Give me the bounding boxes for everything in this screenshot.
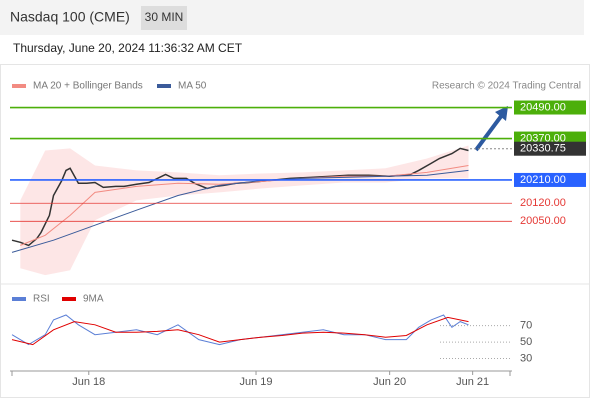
- level-box: [514, 100, 586, 115]
- arrow-head: [495, 106, 508, 121]
- legend-label: MA 20 + Bollinger Bands: [33, 81, 143, 92]
- x-tick-label: Jun 21: [456, 376, 489, 388]
- y-tick-label: 50: [520, 336, 532, 348]
- level-label: 20120.00: [520, 197, 566, 209]
- legend-swatch: [157, 84, 171, 88]
- legend-swatch: [12, 297, 26, 301]
- y-tick-label: 30: [520, 352, 532, 364]
- level-label: 20210.00: [520, 174, 566, 186]
- x-tick-label: Jun 19: [240, 376, 273, 388]
- legend-label: RSI: [33, 294, 50, 305]
- level-label: 20050.00: [520, 215, 566, 227]
- series-line: [11, 169, 469, 253]
- header-bar: [0, 0, 584, 35]
- datetime: Thursday, June 20, 2024 11:36:32 AM CET: [13, 41, 243, 55]
- x-tick-label: Jun 18: [72, 376, 105, 388]
- interval-badge[interactable]: [141, 6, 187, 30]
- interval: 30 MIN: [145, 10, 184, 24]
- legend-label: MA 50: [178, 81, 207, 92]
- level-label: 20490.00: [520, 101, 566, 113]
- legend-label: 9MA: [83, 294, 104, 305]
- y-tick-label: 70: [520, 320, 532, 332]
- forecast-arrow: [474, 113, 504, 152]
- level-box: [514, 172, 586, 187]
- credit: Research © 2024 Trading Central: [432, 81, 581, 92]
- level-label: 20370.00: [520, 132, 566, 144]
- legend-swatch: [12, 84, 26, 88]
- series-line: [11, 316, 469, 346]
- instrument-title: Nasdaq 100 (CME): [10, 9, 130, 25]
- x-tick-label: Jun 20: [373, 376, 406, 388]
- bollinger-band: [20, 145, 469, 276]
- legend-swatch: [62, 297, 76, 301]
- level-label: 20330.75: [520, 143, 566, 155]
- level-box: [514, 141, 586, 156]
- series-line: [11, 314, 469, 346]
